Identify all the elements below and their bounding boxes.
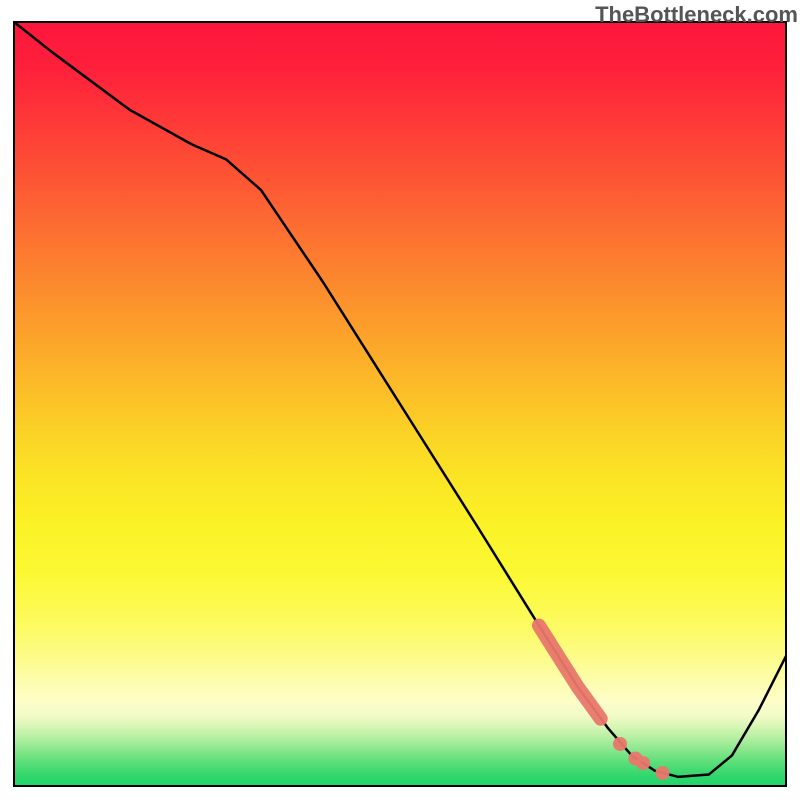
highlight-dot <box>636 756 650 770</box>
highlight-dot <box>655 766 669 780</box>
chart-container: TheBottleneck.com <box>0 0 800 800</box>
highlight-dot <box>613 737 627 751</box>
chart-svg <box>0 0 800 800</box>
